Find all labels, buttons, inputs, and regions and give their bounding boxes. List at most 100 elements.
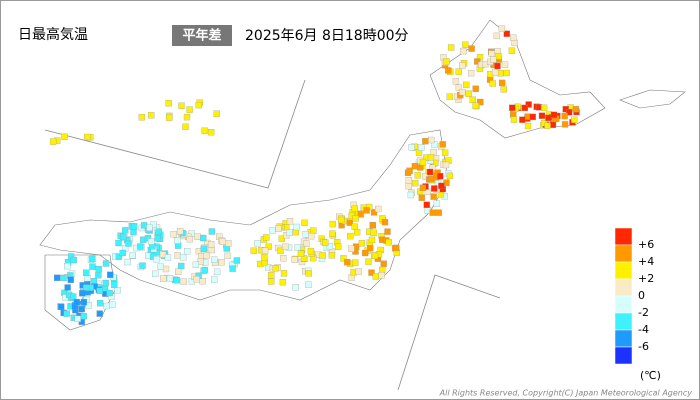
station	[208, 246, 215, 254]
station	[73, 298, 80, 306]
station	[310, 227, 317, 234]
station	[443, 179, 450, 186]
station	[186, 235, 194, 243]
station	[282, 243, 289, 250]
station	[431, 141, 438, 148]
station	[538, 112, 546, 119]
station	[115, 253, 123, 260]
station	[380, 260, 387, 267]
station	[293, 223, 300, 231]
station	[503, 69, 510, 77]
station	[549, 121, 557, 128]
station	[292, 284, 299, 291]
station	[280, 255, 287, 262]
station	[472, 85, 479, 92]
station	[162, 265, 170, 273]
station	[211, 276, 218, 283]
station	[418, 194, 425, 201]
legend-swatch	[614, 329, 633, 348]
station	[365, 258, 372, 265]
station	[183, 113, 191, 121]
station	[393, 244, 400, 252]
station	[218, 259, 225, 266]
station	[340, 255, 347, 262]
station	[367, 244, 374, 252]
station	[303, 240, 310, 247]
station	[193, 276, 200, 283]
station	[170, 231, 177, 238]
station	[148, 112, 155, 119]
station	[521, 104, 529, 112]
station	[346, 219, 353, 226]
station	[277, 247, 284, 255]
station	[422, 138, 429, 145]
station	[495, 53, 502, 60]
station	[305, 281, 312, 288]
legend-label: 0	[638, 289, 645, 302]
station	[381, 218, 389, 226]
station	[460, 47, 467, 55]
station	[500, 86, 507, 93]
station	[166, 114, 173, 121]
station	[439, 141, 446, 148]
station	[208, 228, 216, 235]
legend: +6 +4 +2 0 -2 -4 -6 (℃)	[614, 227, 661, 382]
station	[119, 249, 126, 257]
station	[265, 243, 272, 250]
station	[74, 315, 81, 322]
station	[201, 266, 208, 274]
station	[224, 252, 231, 260]
station	[510, 34, 517, 41]
station	[488, 50, 495, 57]
station	[455, 84, 463, 91]
station	[469, 96, 476, 103]
station	[459, 62, 466, 69]
station	[428, 136, 435, 144]
station	[419, 184, 427, 191]
station	[352, 215, 359, 222]
legend-swatch	[614, 227, 633, 246]
station	[561, 112, 568, 120]
station	[494, 62, 501, 70]
station	[261, 247, 269, 254]
station	[566, 109, 573, 116]
station	[459, 88, 466, 96]
badge: 平年差	[182, 28, 221, 44]
station	[219, 238, 226, 245]
station	[174, 237, 181, 244]
station	[200, 245, 207, 252]
station	[370, 229, 377, 236]
station	[369, 222, 377, 229]
station	[89, 263, 96, 270]
station	[178, 262, 185, 270]
station	[472, 102, 479, 109]
station	[195, 101, 202, 109]
station	[294, 244, 301, 251]
station	[407, 191, 415, 199]
station	[96, 300, 104, 307]
station	[437, 172, 444, 180]
station	[70, 256, 77, 264]
station	[213, 110, 220, 117]
station	[498, 79, 506, 87]
station	[435, 209, 442, 216]
station	[357, 211, 364, 218]
station	[203, 252, 210, 259]
station	[173, 277, 181, 284]
station	[103, 302, 110, 310]
station	[49, 138, 57, 145]
station	[79, 290, 86, 297]
coastline	[39, 19, 686, 331]
station	[419, 158, 427, 166]
station	[153, 256, 160, 263]
station	[540, 104, 548, 111]
station	[64, 284, 71, 291]
station	[269, 227, 276, 234]
station	[199, 277, 206, 285]
station	[106, 289, 113, 297]
station	[165, 100, 172, 107]
station	[60, 274, 67, 282]
station	[130, 223, 138, 230]
station	[385, 239, 392, 246]
station	[70, 293, 77, 300]
